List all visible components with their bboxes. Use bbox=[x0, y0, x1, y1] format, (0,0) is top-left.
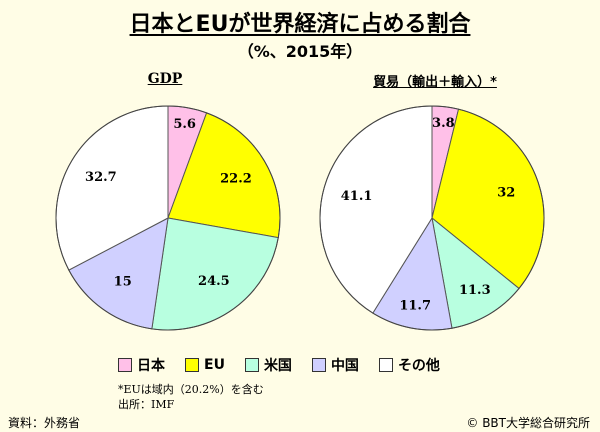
trade-value-label-japan: 3.8 bbox=[432, 116, 455, 131]
trade-value-label-other: 41.1 bbox=[341, 189, 373, 204]
legend-swatch-japan bbox=[118, 358, 132, 372]
legend-swatch-other bbox=[378, 358, 393, 372]
imf-source-note: 出所：IMF bbox=[118, 398, 175, 411]
trade-value-label-us: 11.3 bbox=[459, 283, 491, 298]
legend-label-china: 中国 bbox=[330, 358, 359, 374]
legend-label-us: 米国 bbox=[263, 358, 292, 374]
legend-swatch-eu bbox=[185, 358, 199, 372]
legend: 日本 EU 米国 中国 その他 bbox=[118, 355, 518, 375]
trade-value-label-china: 11.7 bbox=[399, 299, 431, 314]
trade-pie-title: 貿易（輸出＋輸入）* bbox=[373, 75, 497, 90]
footer-copyright: © BBT大学総合研究所 bbox=[466, 416, 590, 430]
legend-item-us: 米国 bbox=[244, 355, 292, 375]
legend-swatch-china bbox=[311, 358, 326, 372]
gdp-pie-outline bbox=[55, 105, 281, 331]
gdp-value-label-us: 24.5 bbox=[198, 274, 230, 289]
gdp-pie-title: GDP bbox=[147, 71, 183, 87]
legend-label-japan: 日本 bbox=[137, 358, 165, 374]
footer-source: 資料：外務省 bbox=[8, 416, 81, 430]
chart-subtitle: （%、2015年） bbox=[237, 42, 363, 61]
legend-item-eu: EU bbox=[185, 357, 225, 373]
legend-label-other: その他 bbox=[397, 358, 440, 374]
legend-item-other: その他 bbox=[378, 355, 440, 375]
legend-item-japan: 日本 bbox=[118, 355, 165, 375]
eu-note: *EUは域内（20.2%）を含む bbox=[118, 383, 264, 396]
gdp-value-label-japan: 5.6 bbox=[173, 117, 196, 132]
legend-label-eu: EU bbox=[204, 357, 225, 373]
trade-value-label-eu: 32 bbox=[497, 185, 515, 200]
chart-title: 日本とEUが世界経済に占める割合 bbox=[129, 12, 471, 37]
gdp-value-label-eu: 22.2 bbox=[220, 171, 252, 186]
gdp-value-label-other: 32.7 bbox=[85, 170, 117, 185]
legend-item-china: 中国 bbox=[311, 355, 359, 375]
gdp-value-label-china: 15 bbox=[114, 275, 132, 290]
legend-swatch-us bbox=[244, 358, 259, 372]
trade-pie-outline bbox=[319, 105, 545, 331]
